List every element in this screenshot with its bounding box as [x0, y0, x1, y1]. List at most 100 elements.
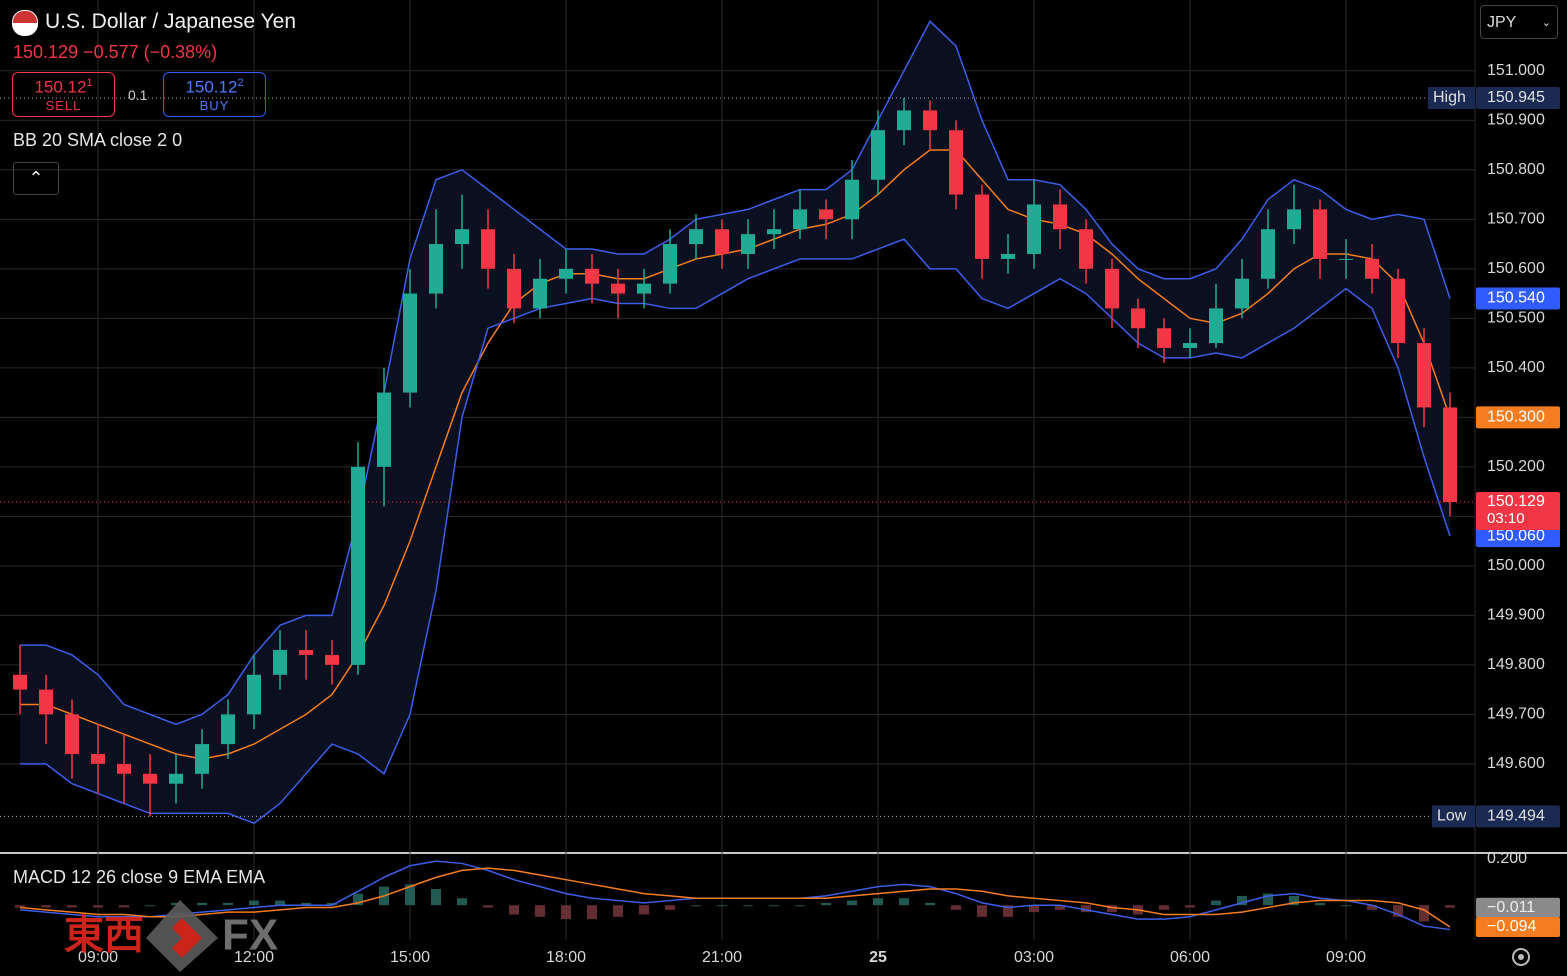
macd-histogram-bar [613, 905, 623, 917]
macd-histogram-bar [197, 902, 207, 906]
macd-histogram-bar [1081, 905, 1091, 913]
low-tag-name-bg [1432, 805, 1475, 828]
high-tag: 150.945 [1487, 89, 1545, 106]
candle-body [91, 753, 105, 764]
candle-body [1443, 407, 1457, 502]
macd-histogram-bar [1029, 905, 1039, 913]
high-tag-name-bg [1428, 87, 1475, 110]
x-tick-label: 25 [869, 949, 887, 966]
sell-price: 150.12 [34, 77, 87, 97]
candle-body [585, 268, 599, 284]
candle-body [1001, 253, 1015, 259]
macd-histogram-bar [951, 905, 961, 910]
candle-body [741, 234, 755, 254]
settings-icon[interactable] [1512, 948, 1530, 966]
currency: JPY [1487, 14, 1517, 31]
y-tick-label: 151.000 [1487, 62, 1545, 79]
candle-body [1053, 204, 1067, 230]
macd-histogram-bar [1445, 905, 1455, 908]
macd-label: MACD 12 26 close 9 EMA EMA [13, 867, 266, 887]
macd-histogram-bar [171, 902, 181, 906]
candle-body [611, 283, 625, 294]
low-tag: 149.494 [1487, 808, 1545, 825]
candle-body [1079, 229, 1093, 269]
collapse-button[interactable]: ⌃ [13, 162, 59, 195]
y-tick-label: 149.600 [1487, 755, 1545, 772]
candle-body [1027, 204, 1041, 254]
macd-histogram-bar [639, 905, 649, 915]
candle-body [871, 130, 885, 180]
y-tick-label: 150.200 [1487, 458, 1545, 475]
low-tag-name: Low [1437, 808, 1467, 825]
currency-dropdown[interactable]: JPY ⌄ [1480, 5, 1558, 39]
macd-histogram-bar [925, 902, 935, 906]
sell-button[interactable]: 150.121 SELL [12, 72, 115, 117]
macd-histogram-bar [483, 905, 493, 908]
bb-lower [20, 238, 1451, 825]
candle-body [507, 268, 521, 309]
macd-histogram-bar [1159, 905, 1169, 910]
macd-histogram-bar [67, 905, 77, 908]
candle-body [1209, 308, 1223, 344]
watermark-cjk: 東西 [64, 914, 144, 958]
low-tag-bg [1476, 805, 1560, 828]
signal-tag: −0.094 [1487, 918, 1536, 935]
candle-body [65, 714, 79, 754]
buy-pip: 2 [237, 77, 244, 89]
macd-histogram-bar [665, 905, 675, 910]
candle-body [1313, 209, 1327, 259]
macd-histogram-bar [1393, 905, 1403, 917]
x-tick-label: 18:00 [546, 949, 586, 966]
high-tag-name: High [1433, 89, 1466, 106]
candle-body [403, 293, 417, 393]
macd-tick-label: 0.200 [1487, 850, 1527, 867]
macd-histogram-bar [1341, 905, 1351, 907]
candle-body [897, 110, 911, 131]
macd-histogram-bar [899, 898, 909, 906]
x-tick-label: 03:00 [1014, 949, 1054, 966]
x-tick-label: 09:00 [1326, 949, 1366, 966]
candle-body [1131, 308, 1145, 329]
candle-body [689, 229, 703, 245]
candle-body [481, 229, 495, 269]
candle-body [1287, 209, 1301, 230]
y-tick-label: 150.000 [1487, 557, 1545, 574]
macd-histogram-bar [119, 905, 129, 908]
macd-histogram-bar [1263, 893, 1273, 906]
time-axis [0, 940, 1567, 976]
candle-body [117, 763, 131, 774]
candle-body [793, 209, 807, 230]
candle-body [1157, 328, 1171, 349]
macd-histogram-bar [1367, 905, 1377, 910]
buy-price: 150.12 [185, 77, 238, 97]
band-fill [20, 21, 1450, 824]
buy-button[interactable]: 150.122 BUY [163, 72, 266, 117]
candle-body [533, 278, 547, 309]
bb-lower-tag: 150.060 [1487, 527, 1545, 544]
high-tag-bg [1476, 87, 1560, 110]
y-tick-label: 149.700 [1487, 706, 1545, 723]
symbol-title[interactable]: U.S. Dollar / Japanese Yen [45, 10, 296, 33]
candle-body [195, 744, 209, 774]
macd-histogram-bar [1185, 905, 1195, 908]
macd-histogram-bar [275, 900, 285, 906]
macd-histogram-bar [1419, 905, 1429, 922]
macd-histogram-bar [301, 902, 311, 906]
y-tick-label: 150.400 [1487, 359, 1545, 376]
macd-histogram-bar [223, 902, 233, 906]
sell-label: SELL [45, 97, 82, 113]
candle-body [351, 466, 365, 665]
macd-histogram-bar [145, 905, 155, 907]
macd-histogram-bar [691, 905, 701, 907]
candle-body [1365, 258, 1379, 279]
candle-body [949, 130, 963, 195]
signal-line [19, 867, 1451, 928]
candle-body [13, 674, 27, 690]
macd-histogram-bar [457, 898, 467, 906]
candle-body [273, 650, 287, 675]
macd-histogram-bar [717, 905, 727, 907]
last-tag-bg [1476, 491, 1560, 530]
candle-body [845, 179, 859, 220]
macd-histogram-bar [847, 900, 857, 906]
